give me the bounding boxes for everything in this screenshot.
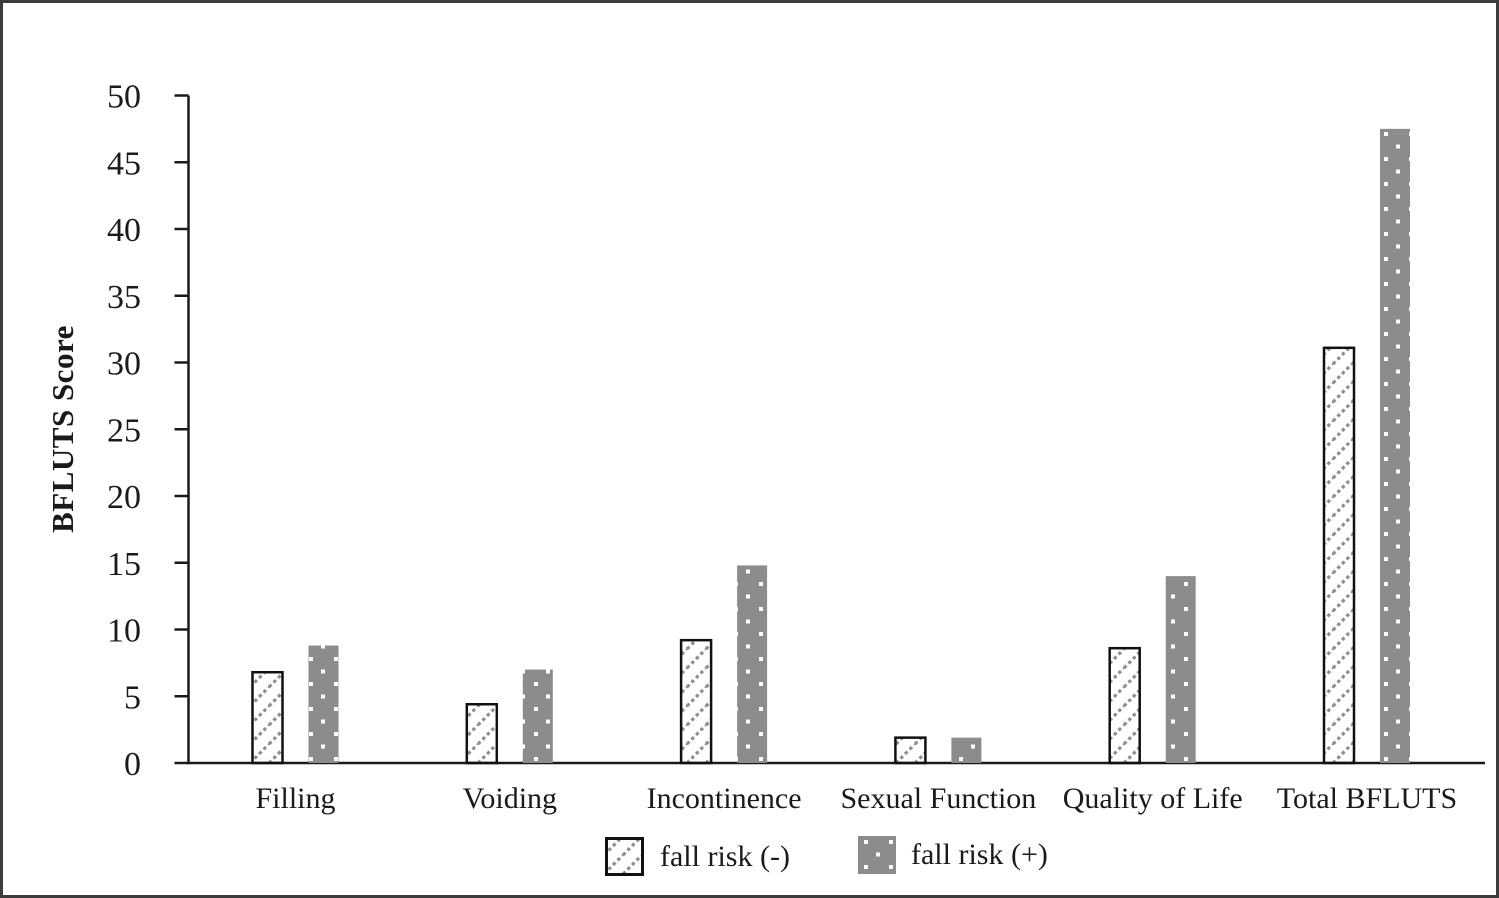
y-tick-label: 50 [107,79,141,116]
x-category-label: Quality of Life [1063,782,1243,815]
bar-fall-risk-positive-total-bfluts [1380,128,1410,763]
legend-item-fall-risk-negative: fall risk (-) [604,836,790,877]
bar-fall-risk-negative-voiding [465,703,499,765]
bar-fall-risk-positive-filling [308,645,339,763]
bar-fall-risk-negative-filling [251,670,284,765]
x-category-label: Incontinence [647,782,802,815]
bar-fall-risk-negative-total-bfluts [1322,346,1356,765]
y-tick-label: 45 [107,145,141,182]
legend-label-fall-risk-negative: fall risk (-) [660,839,790,873]
y-tick-label: 25 [107,412,141,449]
bar-fall-risk-negative-quality-of-life [1108,646,1141,765]
bar-fall-risk-negative-sexual-function [894,736,927,765]
y-tick-label: 5 [124,679,141,716]
y-tick-label: 20 [107,479,141,516]
legend-item-fall-risk-positive: fall risk (+) [858,836,1048,874]
x-category-label: Sexual Function [840,782,1036,815]
x-category-label: Voiding [463,782,557,815]
legend-label-fall-risk-positive: fall risk (+) [911,838,1048,871]
bar-fall-risk-positive-incontinence [737,565,768,763]
x-category-label: Filling [255,782,335,815]
y-tick-label: 40 [107,212,141,249]
y-tick-label: 30 [107,346,141,383]
y-tick-label: 35 [107,279,141,316]
x-category-label: Total BFLUTS [1277,782,1457,815]
y-tick-label: 15 [107,546,141,583]
bar-fall-risk-positive-sexual-function [951,737,982,763]
bar-fall-risk-positive-voiding [522,669,553,763]
legend-swatch-hatch-icon [605,837,644,876]
y-axis-title: BFLUTS Score [45,325,80,533]
chart-canvas: 0 5 10 15 20 25 30 35 40 45 50 Filling Voiding Incont… [107,79,1485,815]
bar-fall-risk-positive-quality-of-life [1165,576,1196,763]
legend-swatch-dots-icon [858,836,896,874]
bar-fall-risk-negative-incontinence [679,638,713,765]
y-tick-label: 10 [107,613,141,650]
y-tick-label: 0 [124,746,141,783]
